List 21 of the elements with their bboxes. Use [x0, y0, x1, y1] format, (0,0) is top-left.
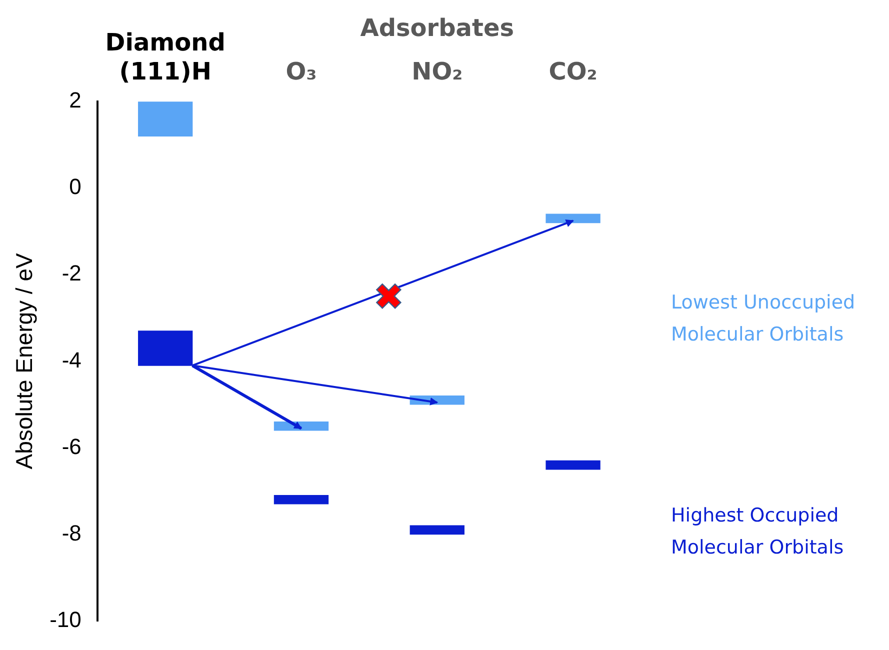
- y-tick-label: 0: [69, 174, 82, 200]
- x-tick-label: NO₂: [412, 57, 463, 86]
- text: Adsorbates: [360, 14, 514, 42]
- text: Highest Occupied Molecular Orbitals: [671, 504, 844, 558]
- y-tick-label: -4: [62, 347, 82, 372]
- x-tick-label: O₃: [286, 57, 317, 86]
- bar: [274, 494, 329, 504]
- bar: [138, 330, 193, 366]
- bar: [546, 460, 600, 470]
- y-tick-label: -10: [50, 606, 82, 632]
- y-tick-label: -6: [62, 434, 82, 459]
- bar: [410, 525, 464, 535]
- x-tick-label: CO₂: [548, 57, 598, 86]
- text: Lowest Unoccupied Molecular Orbitals: [671, 292, 856, 346]
- y-tick-label: -8: [62, 520, 82, 546]
- bar: [138, 102, 193, 137]
- y-tick-label: 2: [69, 88, 82, 113]
- bar: [546, 214, 600, 224]
- y-tick-label: -2: [62, 260, 82, 286]
- x-tick-label: Diamond (111)H: [105, 28, 226, 86]
- y-axis-title: Absolute Energy / eV: [11, 252, 38, 470]
